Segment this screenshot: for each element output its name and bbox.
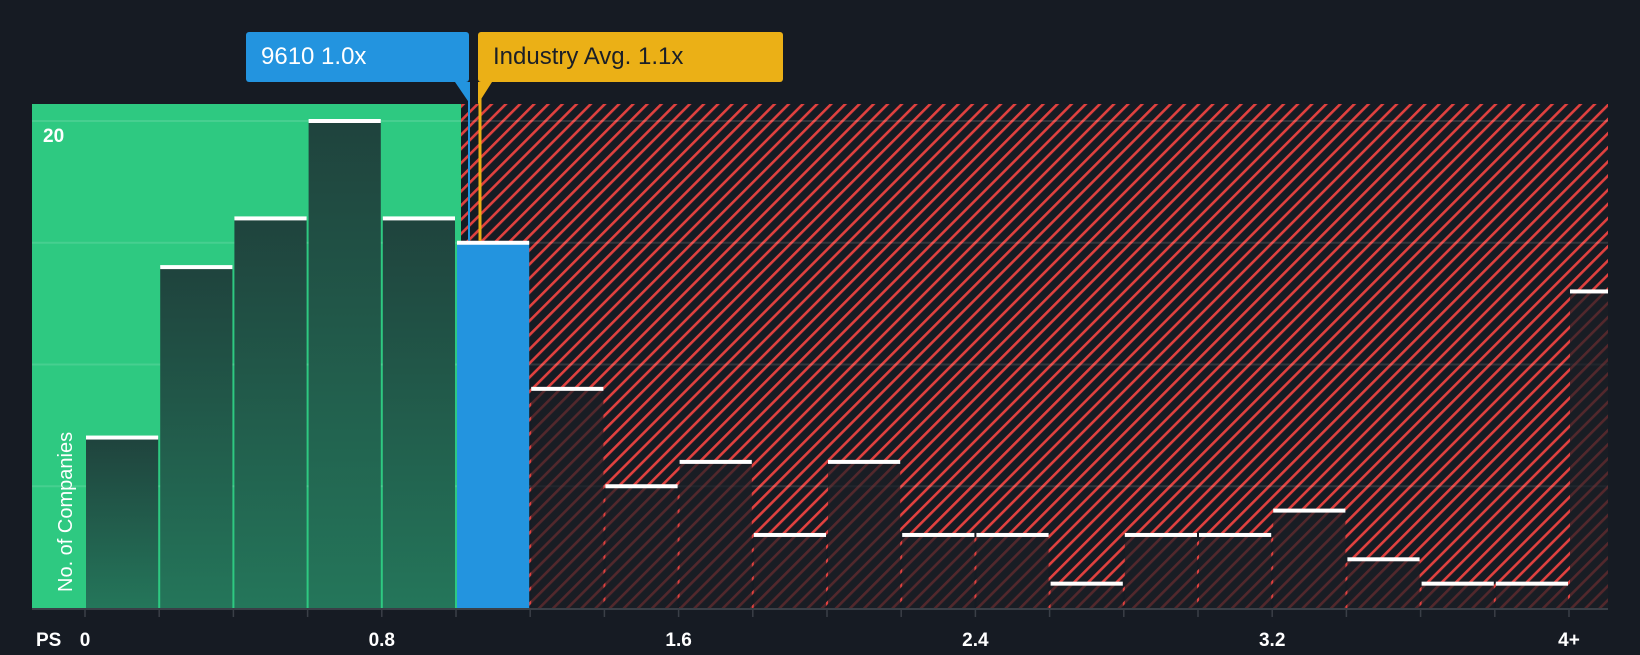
histogram-bar — [531, 388, 604, 608]
bar-cap — [382, 216, 455, 221]
bar-cap — [976, 532, 1049, 537]
histogram-bar — [1570, 291, 1608, 608]
bar-cap — [308, 119, 381, 123]
bar-cap — [457, 240, 530, 245]
company-pointer — [455, 82, 470, 104]
bar-cap — [1495, 581, 1568, 586]
histogram-bar — [753, 534, 826, 608]
bar-cap — [679, 459, 752, 464]
bar-cap — [1273, 508, 1346, 513]
x-tick-label: 4+ — [1558, 630, 1580, 651]
x-tick-label: 2.4 — [962, 630, 989, 651]
x-tick-label: 1.6 — [665, 630, 692, 651]
histogram-bar — [308, 121, 381, 608]
x-axis-title: PS — [36, 630, 62, 651]
bar-cap — [1199, 532, 1272, 537]
histogram-bars — [86, 119, 1608, 608]
bar-cap — [86, 435, 159, 440]
histogram-bar — [605, 486, 678, 608]
company-value-label: 9610 1.0x — [246, 32, 469, 82]
y-axis-top-label: 20 — [43, 126, 65, 147]
bar-cap — [160, 265, 233, 270]
bar-cap — [531, 386, 604, 391]
company-value-text: 9610 1.0x — [261, 43, 367, 70]
histogram-bar — [1421, 583, 1494, 608]
x-tick-label: 0.8 — [368, 630, 395, 651]
histogram-bar — [86, 437, 159, 608]
industry-average-text: Industry Avg. 1.1x — [493, 43, 684, 70]
histogram-bar — [976, 534, 1049, 608]
x-axis — [32, 608, 1608, 617]
histogram-bar — [1050, 583, 1123, 608]
bar-cap — [605, 484, 678, 489]
bar-cap — [753, 532, 826, 537]
histogram-bar — [1199, 534, 1272, 608]
y-axis-title: No. of Companies — [55, 431, 77, 592]
bar-cap — [828, 459, 901, 464]
bar-cap — [234, 216, 307, 221]
bar-cap — [902, 532, 975, 537]
histogram-bar — [1347, 559, 1420, 608]
x-tick-label: 0 — [79, 630, 91, 651]
histogram-bar — [382, 218, 455, 608]
histogram-bar — [679, 461, 752, 608]
industry-pointer — [478, 82, 492, 104]
value-markers — [455, 82, 492, 241]
industry-average-label: Industry Avg. 1.1x — [478, 32, 783, 82]
bar-cap — [1347, 557, 1420, 562]
bar-cap — [1570, 289, 1608, 294]
histogram-bar — [828, 461, 901, 608]
histogram-bar — [1273, 510, 1346, 608]
histogram-bar — [902, 534, 975, 608]
x-tick-label: 3.2 — [1258, 630, 1286, 651]
bar-cap — [1421, 581, 1494, 586]
histogram-bar — [1495, 583, 1568, 608]
bar-cap — [1124, 532, 1197, 537]
histogram-bar — [1124, 534, 1197, 608]
bar-cap — [1050, 581, 1123, 586]
histogram-bar — [234, 218, 307, 608]
histogram-bar — [160, 267, 233, 608]
histogram-bar — [457, 242, 530, 608]
